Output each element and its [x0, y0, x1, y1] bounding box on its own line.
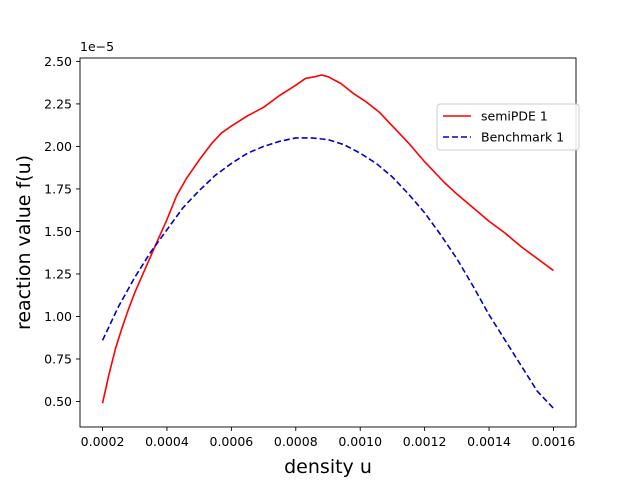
legend-entry-semipde: semiPDE 1: [481, 109, 548, 124]
y-tick-label: 1.00: [44, 309, 72, 324]
y-tick-label: 0.75: [44, 351, 72, 366]
x-axis: 0.0002 0.0004 0.0006 0.0008 0.0010 0.0012 0.00…: [81, 427, 576, 449]
y-tick-label: 1.25: [44, 266, 72, 281]
x-tick-label: 0.0006: [210, 434, 254, 449]
axes-frame: [79, 57, 577, 428]
legend-entry-benchmark: Benchmark 1: [481, 130, 564, 145]
y-tick-label: 2.50: [44, 54, 72, 69]
y-axis-label: reaction value f(u): [13, 155, 35, 330]
x-tick-label: 0.0008: [274, 434, 318, 449]
x-tick-label: 0.0004: [145, 434, 189, 449]
x-tick-label: 0.0014: [467, 434, 511, 449]
y-tick-label: 2.25: [44, 96, 72, 111]
legend: semiPDE 1 Benchmark 1: [436, 103, 580, 151]
y-tick-label: 0.50: [44, 394, 72, 409]
y-tick-label: 1.50: [44, 224, 72, 239]
y-axis-offset-label: 1e−5: [80, 39, 114, 54]
x-tick-label: 0.0016: [532, 434, 576, 449]
x-tick-label: 0.0002: [81, 434, 125, 449]
y-axis: 0.50 0.75 1.00 1.25 1.50 1.75 2.00 2.25 2.50: [44, 54, 80, 409]
y-tick-label: 1.75: [44, 181, 72, 196]
y-tick-label: 2.00: [44, 139, 72, 154]
x-tick-label: 0.0012: [403, 434, 447, 449]
legend-box: [436, 103, 580, 151]
x-axis-label: density u: [284, 456, 372, 478]
series-layer: [101, 74, 555, 409]
series-line-semipde: [101, 74, 554, 404]
series-line-benchmark: [101, 137, 555, 409]
x-tick-label: 0.0010: [338, 434, 382, 449]
